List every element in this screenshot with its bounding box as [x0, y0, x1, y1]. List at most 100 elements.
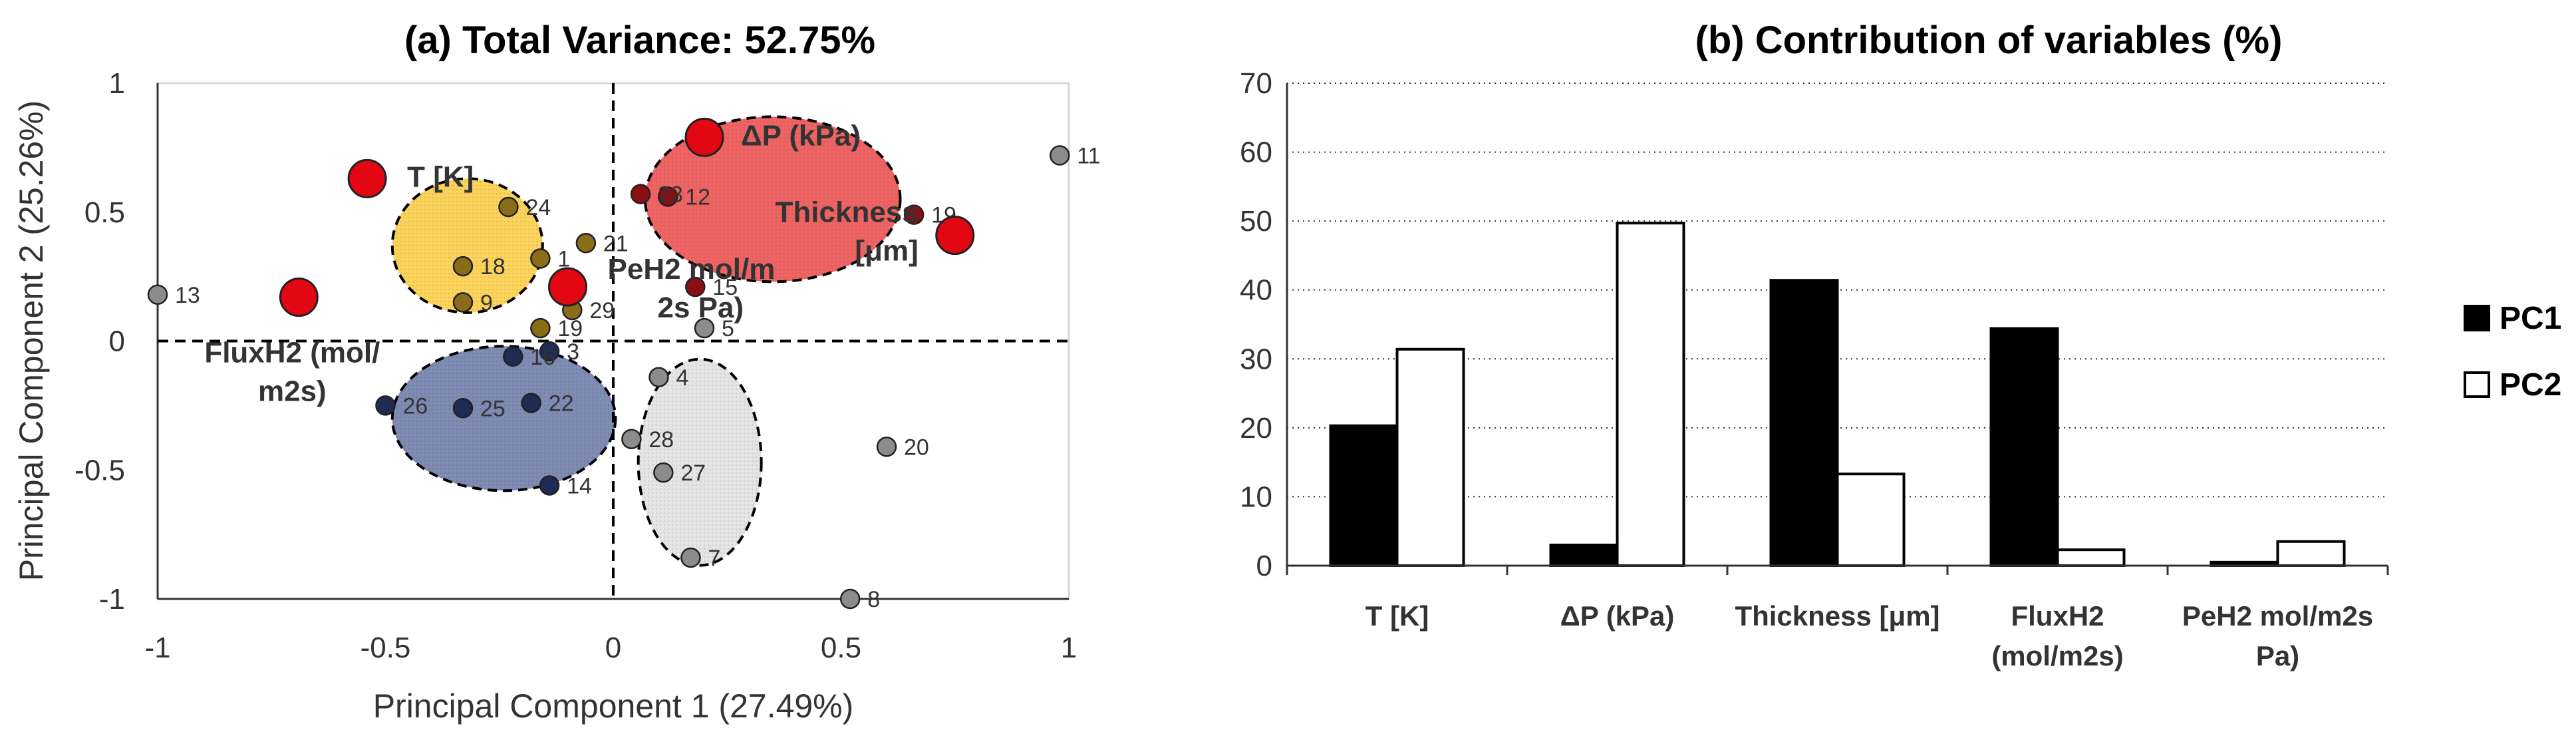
observation-label: 14	[567, 474, 592, 499]
legend-label-pc2: PC2	[2500, 367, 2561, 403]
variable-point	[935, 216, 975, 256]
scatter-y-tick-label: 0	[109, 325, 125, 358]
scatter-clusters	[390, 115, 902, 567]
bar-legend: PC1 PC2	[2464, 301, 2561, 403]
scatter-x-tick-label: -1	[144, 632, 170, 664]
observation-label: 20	[904, 435, 929, 460]
observation-point	[530, 248, 551, 269]
variable-label: m2s)	[258, 375, 327, 408]
cluster-yellow-outline	[390, 177, 544, 314]
bar-pc1	[1989, 327, 2059, 567]
scatter-points: 1345789111213141516181919202122232425262…	[147, 144, 1101, 612]
bar-axes	[1286, 83, 2389, 575]
observation-label: 18	[480, 254, 505, 279]
observation-label: 27	[680, 461, 706, 486]
observation-point	[375, 395, 396, 416]
variable-point	[279, 278, 319, 317]
bar-pc1	[1549, 543, 1619, 568]
legend-swatch-pc2	[2464, 371, 2490, 398]
bar-gridlines: 0 10 20 30 40 50 60 70	[1240, 67, 2388, 582]
observation-point	[876, 437, 897, 457]
cluster-red-outline	[643, 115, 902, 283]
observation-label: 15	[712, 275, 738, 300]
variable-label: 2s Pa)	[658, 291, 744, 324]
observation-point	[839, 588, 861, 610]
bar-category-label: PeH2 mol/m2s	[2182, 600, 2373, 632]
observation-point	[530, 317, 551, 339]
observation-point	[503, 346, 523, 367]
scatter-x-tick-label: 0	[605, 632, 621, 664]
scatter-x-tick-label: 1	[1061, 632, 1077, 664]
observation-point	[694, 317, 715, 339]
cluster-blue-outline	[390, 345, 617, 492]
bar-pc2	[1395, 347, 1465, 567]
observation-label: 24	[525, 195, 551, 220]
observation-point	[903, 204, 925, 225]
observation-point	[680, 547, 701, 568]
bar-category-label: Thickness [μm]	[1735, 600, 1939, 632]
observation-point	[575, 233, 597, 254]
scatter-y-tick-label: 0.5	[84, 196, 125, 229]
variable-label: T [K]	[407, 160, 474, 193]
observation-point	[1050, 145, 1070, 166]
bar-pc1	[1329, 424, 1399, 567]
bar-y-tick-label: 40	[1240, 274, 1272, 307]
observation-point	[452, 256, 474, 277]
observation-point	[630, 184, 651, 204]
observation-point	[452, 398, 474, 419]
observation-label: 5	[722, 316, 734, 341]
observation-label: 26	[403, 393, 428, 419]
variable-point	[347, 158, 387, 198]
scatter-title: (a) Total Variance: 52.75%	[404, 19, 875, 62]
bar-y-tick-label: 0	[1256, 550, 1272, 582]
bar-category-label: T [K]	[1365, 600, 1429, 632]
bar-y-tick-label: 30	[1240, 343, 1272, 375]
observation-label: 21	[603, 231, 629, 256]
bar-category-label: (mol/m2s)	[1991, 640, 2123, 671]
bar-pc2	[2056, 548, 2126, 568]
variable-label: FluxH2 (mol/	[204, 337, 380, 369]
bar-category-label: Pa)	[2256, 640, 2299, 671]
observation-label: 12	[685, 185, 710, 210]
bar-category-label: FluxH2	[2011, 600, 2104, 632]
variable-label: PeH2 mol/m	[608, 253, 776, 285]
observation-label: 22	[549, 391, 574, 417]
observation-point	[657, 186, 678, 207]
variable-label: Thickness	[776, 196, 919, 229]
scatter-y-tick-label: 1	[109, 67, 125, 100]
observation-point	[452, 292, 474, 313]
bar-pc1	[1769, 279, 1839, 567]
observation-label: 9	[480, 290, 493, 315]
observation-label: 11	[1077, 144, 1100, 169]
observation-point	[648, 367, 669, 387]
observation-point	[621, 429, 642, 449]
bar-pc2	[1616, 222, 1685, 567]
scatter-x-axis-label: Principal Component 1 (27.49%)	[373, 687, 854, 725]
scatter-y-axis-label: Principal Component 2 (25.26%)	[13, 100, 50, 582]
scatter-ticks: -1 -0.5 0 0.5 1 -1 -0.5 0 0.5 1	[74, 67, 1077, 664]
observation-label: 1	[557, 247, 570, 272]
observation-label: 8	[867, 587, 880, 612]
observation-point	[539, 341, 560, 362]
observation-label: 3	[567, 339, 579, 365]
bar-category-label: ΔP (kPa)	[1560, 600, 1675, 632]
observation-label: 23	[658, 182, 683, 208]
observation-label: 13	[175, 283, 200, 308]
variable-label: ΔP (kPa)	[741, 119, 861, 152]
legend-swatch-pc1	[2464, 305, 2490, 331]
observation-label: 7	[708, 546, 720, 571]
scatter-x-tick-label: 0.5	[821, 632, 861, 664]
observation-label: 19	[557, 316, 583, 341]
bar-category-labels: T [K] ΔP (kPa) Thickness [μm] FluxH2 (mol/m2…	[1365, 600, 2373, 671]
observation-label: 25	[480, 396, 505, 421]
observation-point	[521, 393, 541, 413]
bar-y-tick-label: 50	[1240, 205, 1272, 238]
variable-label: [μm]	[855, 235, 918, 268]
variable-point	[548, 267, 587, 307]
cluster-gray-outline	[637, 357, 763, 567]
scatter-x-tick-label: -0.5	[360, 632, 411, 664]
observation-point	[498, 196, 519, 218]
observation-point	[685, 276, 706, 297]
